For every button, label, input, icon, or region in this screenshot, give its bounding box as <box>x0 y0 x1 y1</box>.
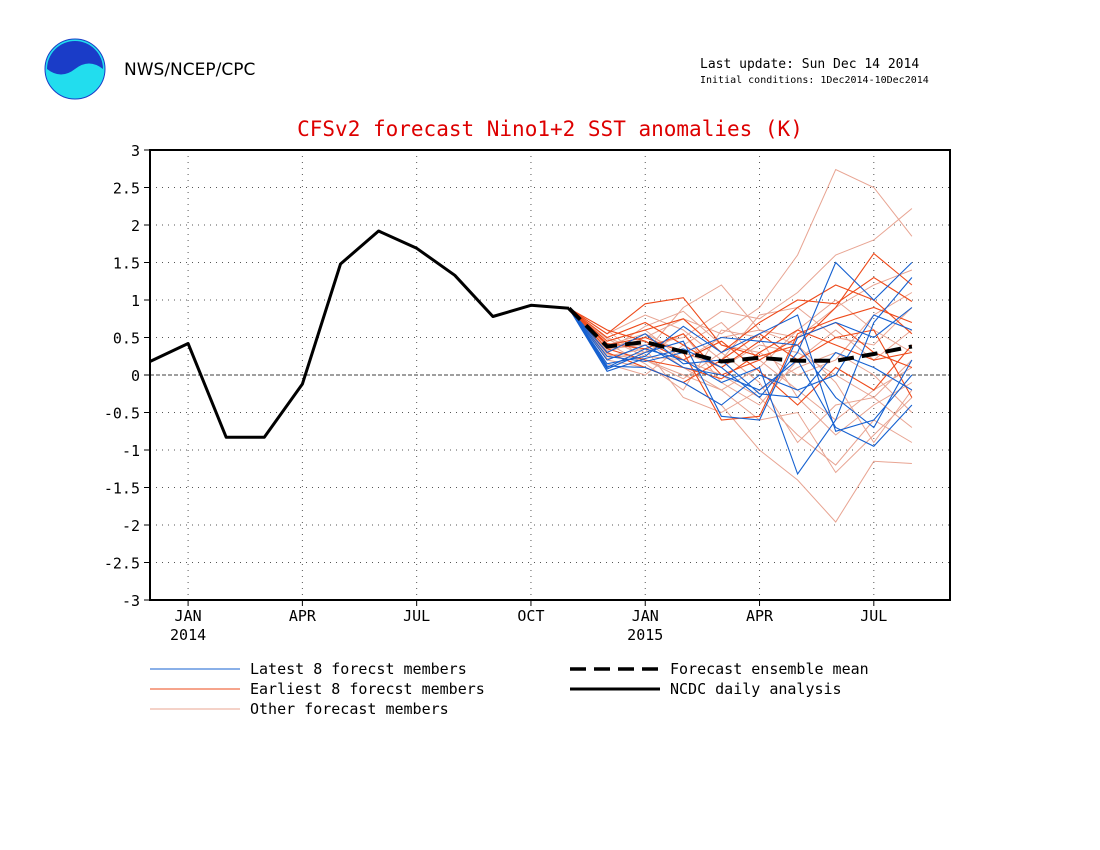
y-tick-label: 0.5 <box>113 330 140 348</box>
y-tick-label: -0.5 <box>104 405 140 423</box>
x-tick-year-label: 2014 <box>170 626 206 644</box>
other-member-line <box>568 168 913 354</box>
last-update-label: Last update: Sun Dec 14 2014 <box>700 57 920 72</box>
y-tick-label: -2 <box>122 517 140 535</box>
y-tick-label: 2.5 <box>113 180 140 198</box>
x-tick-label: APR <box>746 607 774 625</box>
agency-label: NWS/NCEP/CPC <box>124 60 256 80</box>
y-tick-label: -2.5 <box>104 555 140 573</box>
y-tick-label: -3 <box>122 592 140 610</box>
initial-conditions-label: Initial conditions: 1Dec2014-10Dec2014 <box>700 75 929 86</box>
latest-member-line <box>568 277 913 476</box>
other-member-line <box>568 307 913 436</box>
noaa-logo-icon <box>44 38 106 100</box>
chart-title: CFSv2 forecast Nino1+2 SST anomalies (K) <box>297 117 803 141</box>
x-tick-label: JUL <box>860 607 887 625</box>
latest-member-line <box>568 307 913 421</box>
y-tick-label: -1 <box>122 442 140 460</box>
y-tick-label: 3 <box>131 142 140 160</box>
latest-member-line <box>568 307 913 406</box>
x-tick-label: OCT <box>517 607 544 625</box>
legend-label-observed: NCDC daily analysis <box>670 680 842 698</box>
y-tick-label: 2 <box>131 217 140 235</box>
other-member-line <box>568 308 912 523</box>
noaa-logo <box>44 38 106 100</box>
x-tick-label: JAN <box>632 607 659 625</box>
other-member-line <box>568 208 913 350</box>
y-tick-label: 1.5 <box>113 255 140 273</box>
x-tick-year-label: 2015 <box>627 626 663 644</box>
x-tick-label: JAN <box>175 607 202 625</box>
legend-label-latest: Latest 8 forecst members <box>250 660 467 678</box>
x-tick-label: APR <box>289 607 317 625</box>
earliest-member-line <box>568 284 913 369</box>
latest-member-line <box>568 307 913 447</box>
other-member-line <box>568 308 913 421</box>
y-tick-label: 1 <box>131 292 140 310</box>
other-member-line <box>568 307 913 474</box>
legend-label-earliest: Earliest 8 forecst members <box>250 680 485 698</box>
latest-member-line <box>568 307 913 432</box>
latest-member-line <box>568 307 913 429</box>
y-tick-label: 0 <box>131 367 140 385</box>
legend-label-mean: Forecast ensemble mean <box>670 660 869 678</box>
earliest-member-line <box>568 307 913 406</box>
earliest-member-line <box>568 307 913 380</box>
x-tick-label: JUL <box>403 607 430 625</box>
observed-line <box>149 229 570 439</box>
ensemble-mean-line <box>567 306 913 364</box>
y-tick-label: -1.5 <box>104 480 140 498</box>
legend-label-other: Other forecast members <box>250 700 449 718</box>
plot-frame <box>149 149 951 601</box>
